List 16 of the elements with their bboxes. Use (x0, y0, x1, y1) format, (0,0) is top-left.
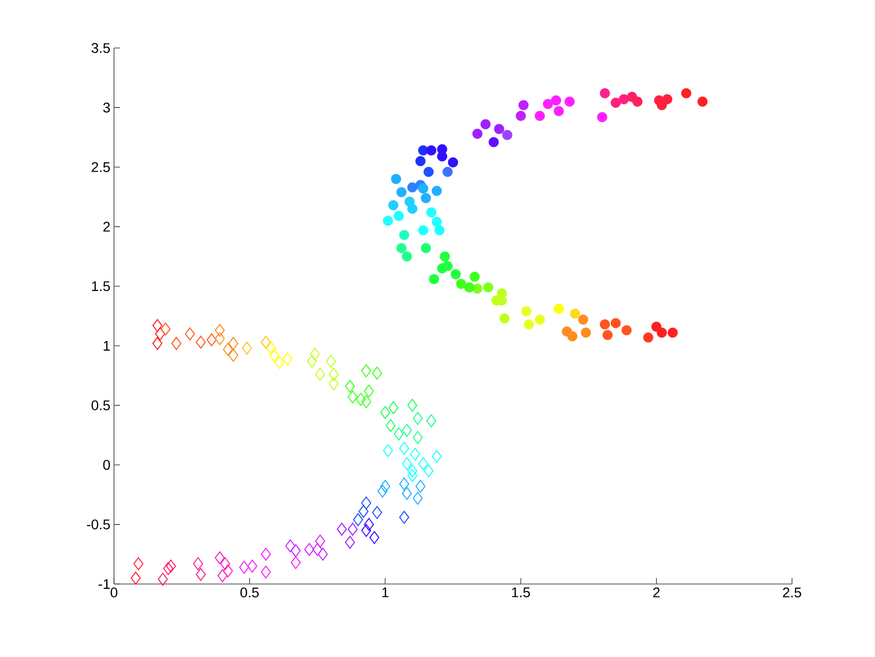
y-tick-label: -0.5 (86, 519, 110, 530)
y-tick-label: 2.5 (92, 162, 110, 172)
x-tick-label: 0 (110, 588, 118, 598)
y-tick-label: 0.5 (92, 400, 110, 410)
x-tick-label: 1 (382, 588, 388, 598)
y-tick-label: 0 (103, 460, 110, 470)
x-tick-label: 2.5 (782, 588, 802, 598)
y-tick-label: 1.5 (92, 281, 110, 292)
x-tick-label: 0.5 (240, 588, 259, 598)
y-tick-label: -1 (98, 579, 110, 589)
x-tick-label: 2 (653, 588, 660, 598)
y-tick-label: 2 (103, 222, 110, 232)
y-tick-label: 1 (104, 340, 110, 351)
y-tick-label: 3.5 (92, 43, 110, 53)
y-tick-label: 3 (103, 102, 110, 113)
x-tick-label: 1.5 (512, 588, 530, 598)
